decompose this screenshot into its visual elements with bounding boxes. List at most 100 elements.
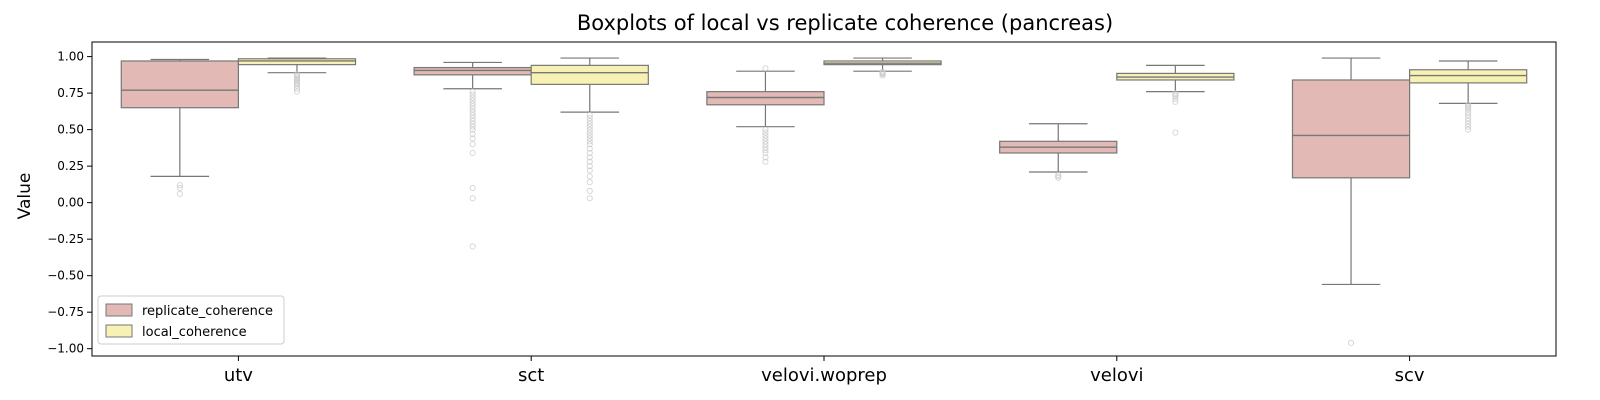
outlier-point	[586, 132, 593, 139]
box-local_coherence-utv	[237, 57, 357, 95]
outlier-point	[586, 135, 593, 142]
outlier-point	[586, 111, 593, 119]
y-tick-label: 0.50	[57, 123, 84, 137]
x-tick-label-sct: sct	[518, 365, 544, 386]
outlier-point	[762, 144, 769, 151]
chart-title: Boxplots of local vs replicate coherence…	[577, 11, 1113, 35]
legend-swatch-local_coherence	[105, 324, 133, 338]
outlier-point	[1347, 339, 1355, 346]
y-tick-label: −0.50	[47, 269, 84, 283]
box-iqr	[530, 64, 649, 85]
outlier-point	[469, 117, 476, 124]
outlier-point	[469, 120, 476, 127]
outlier-point	[586, 158, 593, 165]
outlier-point	[586, 145, 593, 152]
box-replicate_coherence-velovi-woprep	[706, 65, 825, 165]
outlier-point	[469, 123, 476, 130]
box-replicate_coherence-velovi	[999, 123, 1118, 181]
outlier-point	[469, 100, 476, 107]
x-tick-label-scv: scv	[1395, 365, 1425, 386]
outlier-point	[1465, 109, 1472, 116]
outlier-point	[469, 126, 476, 133]
outlier-point	[469, 91, 476, 98]
y-tick-label: 1.00	[57, 50, 84, 64]
legend-swatch-replicate_coherence	[105, 303, 133, 317]
outlier-point	[586, 114, 593, 121]
outlier-point	[293, 82, 301, 89]
legend-label-local_coherence: local_coherence	[142, 325, 247, 340]
outlier-point	[586, 138, 593, 145]
outlier-point	[293, 85, 301, 92]
box-iqr	[706, 91, 825, 106]
legend-frame	[97, 295, 285, 345]
box-iqr	[1408, 69, 1528, 84]
x-tick-label-velovi: velovi	[1090, 365, 1143, 386]
outlier-point	[1172, 95, 1179, 103]
outlier-point	[586, 117, 593, 124]
outlier-point	[469, 135, 476, 142]
box-iqr	[1291, 79, 1411, 179]
outlier-point	[586, 195, 593, 202]
outlier-point	[762, 158, 769, 165]
outlier-point	[469, 184, 476, 192]
box-replicate_coherence-utv	[120, 58, 240, 197]
y-axis-label: Value	[15, 173, 35, 220]
outlier-point	[586, 149, 593, 157]
outlier-point	[762, 65, 769, 72]
box-replicate_coherence-scv	[1291, 57, 1411, 346]
outlier-point	[762, 126, 769, 133]
outlier-point	[762, 132, 769, 139]
box-local_coherence-sct	[530, 57, 649, 202]
outlier-point	[469, 195, 476, 202]
outlier-point	[1172, 92, 1179, 100]
outlier-point	[586, 173, 593, 180]
outlier-point	[1465, 123, 1472, 130]
outlier-point	[586, 179, 593, 186]
box-replicate_coherence-sct	[413, 61, 532, 250]
outlier-point	[586, 123, 593, 130]
outlier-point	[469, 94, 476, 101]
outlier-point	[586, 154, 593, 161]
plot-frame	[91, 41, 1557, 357]
outlier-point	[1172, 98, 1179, 105]
outlier-point	[586, 120, 593, 127]
legend-label-replicate_coherence: replicate_coherence	[142, 304, 273, 319]
outlier-point	[469, 103, 476, 110]
outlier-point	[176, 182, 183, 189]
legend: replicate_coherence local_coherence	[97, 295, 285, 345]
outlier-point	[469, 141, 476, 148]
outlier-point	[293, 88, 301, 95]
outlier-point	[176, 184, 183, 192]
x-tick-label-velovi-woprep: velovi.woprep	[761, 365, 887, 386]
outlier-point	[469, 106, 476, 113]
outlier-point	[469, 130, 476, 138]
outlier-point	[762, 154, 769, 161]
outlier-point	[762, 147, 769, 154]
outlier-point	[586, 187, 593, 195]
outlier-point	[586, 129, 593, 136]
plot-area: 1.00 0.75 0.50 0.25 0.00 −0.25 −0.50 −0.75 −1.00…	[47, 50, 1528, 386]
y-tick-label: −0.75	[47, 305, 84, 319]
outlier-point	[469, 109, 476, 116]
y-tick-label: −0.25	[47, 232, 84, 246]
outlier-point	[1055, 174, 1062, 181]
outlier-point	[469, 114, 476, 121]
outlier-point	[176, 190, 183, 197]
outlier-point	[469, 243, 476, 250]
outlier-point	[586, 167, 593, 174]
box-iqr	[120, 60, 240, 109]
box-iqr	[237, 58, 357, 66]
outlier-point	[586, 163, 593, 170]
outlier-point	[1465, 120, 1472, 127]
outlier-point	[1465, 106, 1472, 113]
outlier-point	[762, 149, 769, 157]
box-local_coherence-scv	[1408, 60, 1528, 133]
outlier-point	[762, 135, 769, 142]
outlier-point	[1465, 117, 1472, 124]
outlier-point	[762, 141, 769, 148]
outlier-point	[762, 138, 769, 145]
outlier-point	[1465, 114, 1472, 121]
outlier-point	[586, 126, 593, 133]
outlier-point	[469, 97, 476, 104]
